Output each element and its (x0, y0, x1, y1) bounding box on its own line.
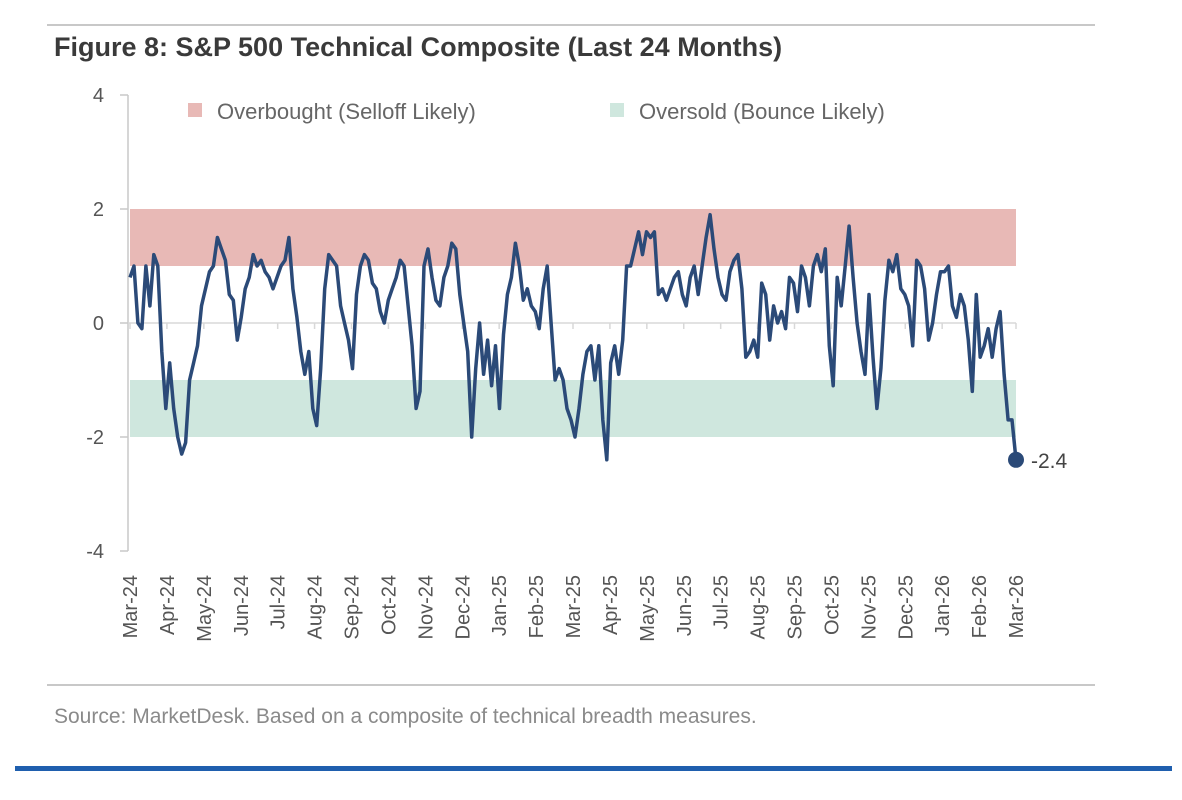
x-tick-label: Mar-24 (120, 575, 142, 638)
last-value-marker (1008, 451, 1024, 468)
x-tick-label: Apr-24 (157, 575, 179, 635)
x-tick-label: Mar-25 (563, 575, 585, 638)
chart-title: Figure 8: S&P 500 Technical Composite (L… (54, 32, 783, 62)
x-tick-label: Sep-25 (785, 575, 807, 640)
x-tick-label: Jul-24 (268, 575, 290, 629)
x-tick-label: Jul-25 (711, 575, 733, 629)
x-tick-label: Aug-25 (748, 575, 770, 640)
y-tick-label: 2 (93, 199, 104, 221)
x-tick-label: Jun-24 (231, 575, 253, 636)
x-tick-label: Nov-25 (858, 575, 880, 639)
x-tick-label: Sep-24 (342, 575, 364, 640)
legend-swatch-1 (610, 103, 624, 117)
y-tick-label: -2 (86, 427, 104, 449)
x-tick-label: Jan-25 (489, 575, 511, 636)
last-value-label: -2.4 (1031, 450, 1068, 473)
bottom-rule (47, 684, 1095, 686)
x-tick-label: May-25 (637, 575, 659, 642)
x-tick-label: Oct-25 (821, 575, 843, 635)
x-tick-label: Jan-26 (932, 575, 954, 636)
footer-accent-line (15, 766, 1172, 771)
x-tick-label: May-24 (194, 575, 216, 642)
chart-plot: 4 2 0 -2 -4 Mar-24 Apr-24 May-24 Jun-24 Jul-24 Aug… (86, 85, 1068, 642)
x-tick-label: Dec-25 (895, 575, 917, 639)
x-tick-label: Jun-25 (674, 575, 696, 636)
y-tick-label: -4 (86, 541, 104, 563)
x-tick-label: Dec-24 (452, 575, 474, 639)
x-tick-label: Mar-26 (1006, 575, 1028, 638)
y-tick-label: 4 (93, 85, 104, 107)
x-tick-label: Aug-24 (305, 575, 327, 640)
y-tick-label: 0 (93, 313, 104, 335)
top-rule (47, 24, 1095, 26)
band-0 (130, 209, 1016, 266)
legend-label-1: Oversold (Bounce Likely) (639, 99, 885, 124)
x-tick-label: Feb-25 (526, 575, 548, 638)
x-tick-label: Nov-24 (415, 575, 437, 639)
x-tick-label: Feb-26 (969, 575, 991, 638)
x-tick-label: Oct-24 (378, 575, 400, 635)
source-note: Source: MarketDesk. Based on a composite… (54, 705, 757, 728)
legend-label-0: Overbought (Selloff Likely) (217, 99, 476, 124)
series-line (128, 212, 1018, 462)
legend-swatch-0 (188, 103, 202, 117)
x-tick-label: Apr-25 (600, 575, 622, 635)
